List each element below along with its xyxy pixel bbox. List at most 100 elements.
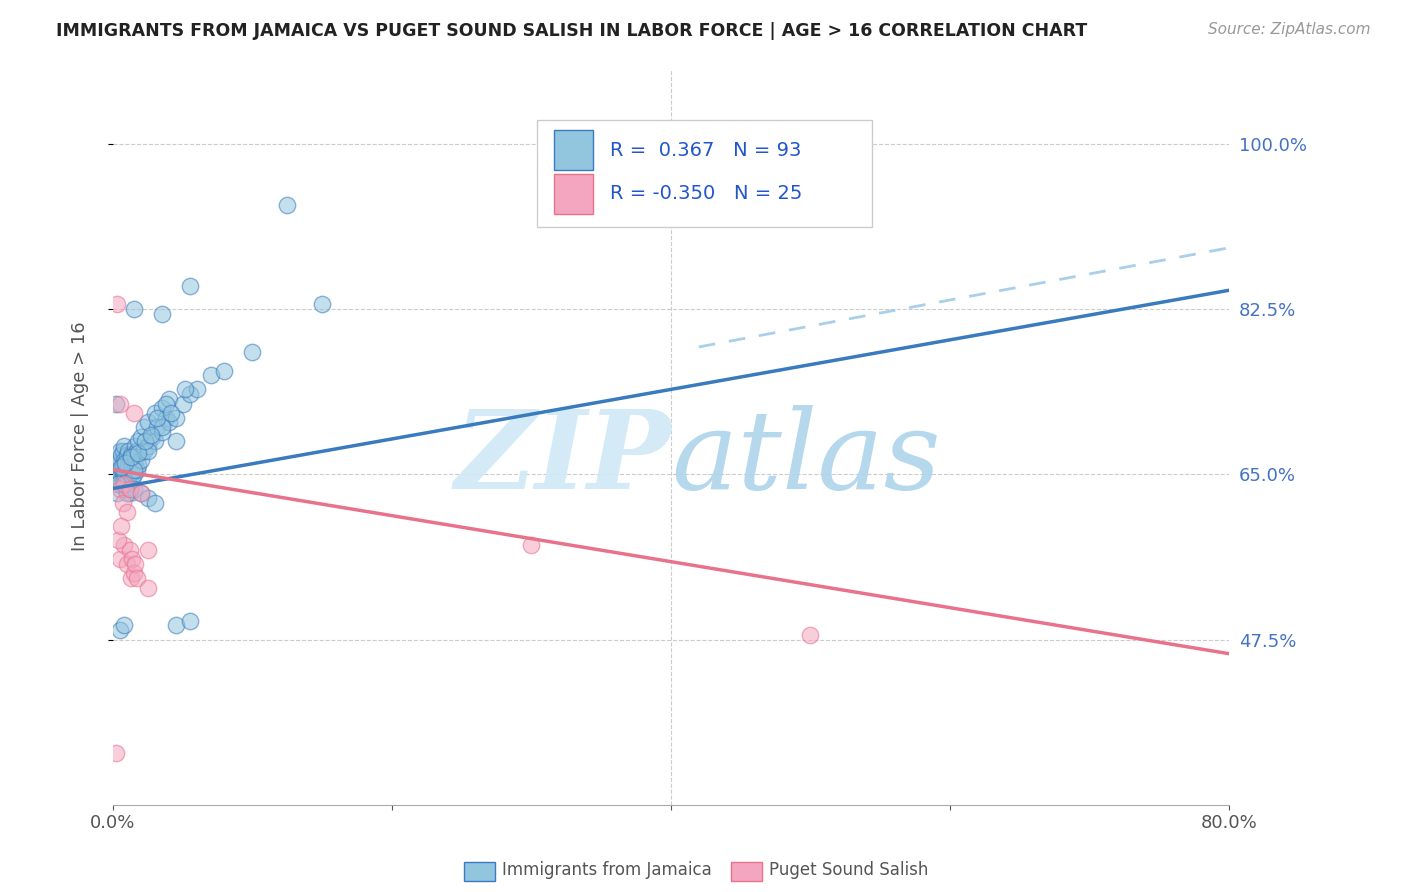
Point (112, 472, 135, 486)
Point (157, 392, 180, 406)
Point (108, 552, 131, 566)
Point (122, 302, 145, 317)
Point (111, 458, 134, 472)
Point (125, 443, 148, 458)
Point (122, 406, 145, 420)
FancyBboxPatch shape (537, 120, 872, 227)
Point (127, 445, 149, 459)
Point (136, 581, 159, 595)
Point (124, 439, 146, 453)
Point (150, 420, 173, 434)
Text: IMMIGRANTS FROM JAMAICA VS PUGET SOUND SALISH IN LABOR FORCE | AGE > 16 CORRELAT: IMMIGRANTS FROM JAMAICA VS PUGET SOUND S… (56, 22, 1087, 40)
Point (141, 429, 163, 443)
Point (150, 425, 173, 439)
Point (121, 458, 143, 472)
Point (114, 458, 136, 472)
Point (112, 476, 135, 491)
Point (115, 462, 138, 476)
Point (276, 198, 298, 212)
Point (240, 344, 263, 359)
Point (136, 439, 159, 453)
Point (132, 420, 155, 434)
Point (136, 491, 159, 505)
Point (127, 434, 149, 449)
Point (107, 476, 129, 491)
Point (122, 462, 145, 476)
Point (129, 429, 152, 443)
Text: Puget Sound Salish: Puget Sound Salish (769, 861, 928, 879)
Point (799, 628, 821, 642)
Point (105, 472, 128, 486)
Point (107, 458, 129, 472)
Point (117, 458, 139, 472)
Point (111, 496, 134, 510)
Point (110, 462, 132, 476)
Point (114, 467, 136, 482)
Point (121, 552, 143, 566)
Point (120, 462, 142, 476)
Point (118, 486, 141, 500)
Point (120, 571, 142, 585)
Point (136, 443, 159, 458)
Point (110, 459, 132, 474)
Text: R =  0.367   N = 93: R = 0.367 N = 93 (609, 142, 801, 161)
Text: atlas: atlas (671, 405, 941, 512)
Text: ZIP: ZIP (454, 405, 671, 512)
Point (105, 486, 128, 500)
Point (179, 387, 201, 401)
Point (125, 571, 148, 585)
Point (115, 486, 138, 500)
Point (112, 538, 135, 552)
Point (172, 396, 194, 410)
Point (127, 458, 149, 472)
Point (104, 746, 127, 760)
Point (179, 278, 201, 293)
Point (118, 482, 141, 496)
Point (112, 439, 135, 453)
Point (110, 519, 132, 533)
Point (146, 410, 169, 425)
Point (143, 434, 166, 449)
Point (112, 453, 135, 467)
Point (105, 297, 128, 311)
Point (165, 410, 187, 425)
Text: Immigrants from Jamaica: Immigrants from Jamaica (502, 861, 711, 879)
Point (124, 458, 146, 472)
Point (115, 557, 138, 571)
Point (150, 401, 173, 416)
Point (117, 472, 139, 486)
Bar (554, 129, 593, 170)
Point (110, 476, 132, 491)
Point (114, 456, 136, 470)
Point (108, 453, 131, 467)
Point (122, 482, 145, 496)
Point (120, 450, 142, 465)
Point (115, 449, 138, 463)
Point (118, 467, 141, 482)
Point (108, 623, 131, 637)
Text: Source: ZipAtlas.com: Source: ZipAtlas.com (1208, 22, 1371, 37)
Point (179, 614, 201, 628)
Point (118, 453, 141, 467)
Point (134, 434, 156, 449)
Point (157, 416, 180, 430)
Point (143, 496, 166, 510)
Point (132, 443, 155, 458)
Point (186, 383, 208, 397)
Point (122, 566, 145, 581)
Point (165, 434, 187, 449)
Point (136, 416, 159, 430)
Point (125, 462, 148, 476)
Point (129, 453, 152, 467)
Point (155, 396, 177, 410)
Point (111, 467, 134, 482)
Bar (554, 174, 593, 214)
Point (108, 443, 131, 458)
Point (165, 618, 187, 632)
Point (115, 476, 138, 491)
Point (118, 542, 141, 557)
Point (112, 467, 135, 482)
Point (112, 618, 135, 632)
Y-axis label: In Labor Force | Age > 16: In Labor Force | Age > 16 (72, 322, 89, 551)
Point (121, 472, 143, 486)
